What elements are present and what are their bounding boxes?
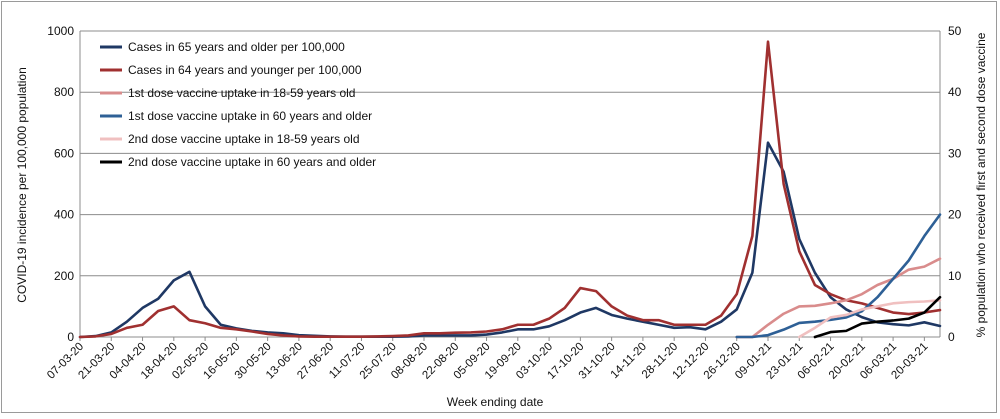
legend: Cases in 65 years and older per 100,000 C… (100, 40, 376, 169)
legend-label-2: Cases in 64 years and younger per 100,00… (128, 63, 362, 77)
series-lines (78, 40, 942, 339)
chart-svg: 020040060080010000102030405007-03-2021-0… (15, 24, 988, 409)
series-line-1 (78, 141, 942, 339)
legend-label-3: 1st dose vaccine uptake in 18-59 years o… (128, 86, 355, 100)
legend-label-5: 2nd dose vaccine uptake in 18-59 years o… (128, 132, 360, 146)
legend-label-1: Cases in 65 years and older per 100,000 (128, 40, 345, 54)
y-tick-label-right: 30 (948, 146, 962, 160)
series-line-6 (813, 295, 942, 339)
series-line-3 (735, 257, 942, 339)
legend-label-6: 2nd dose vaccine uptake in 60 years and … (128, 155, 376, 169)
chart-frame: 0 200 400 600 800 1000 0 10 20 30 40 50 07-03-20 21-0… (1, 1, 997, 413)
y-tick-label-right: 20 (948, 208, 962, 222)
legend-label-4: 1st dose vaccine uptake in 60 years and … (128, 109, 372, 123)
y-tick-label-left: 400 (54, 208, 74, 222)
y-tick-label-left: 0 (67, 330, 74, 344)
y-axis-label-right: % population who received first and seco… (974, 32, 988, 337)
series-line-2 (78, 40, 942, 339)
y-tick-label-left: 1000 (47, 24, 74, 38)
y-tick-label-right: 40 (948, 85, 962, 99)
y-tick-label-right: 10 (948, 269, 962, 283)
y-tick-label-right: 50 (948, 24, 962, 38)
series-line-5 (797, 298, 942, 339)
y-tick-label-left: 800 (54, 85, 74, 99)
series-line-4 (735, 213, 942, 339)
y-axis-label-left: COVID-19 incidence per 100,000 populatio… (15, 67, 29, 303)
y-tick-label-right: 0 (948, 330, 955, 344)
y-tick-label-left: 200 (54, 269, 74, 283)
x-axis-label: Week ending date (447, 395, 544, 409)
y-tick-label-left: 600 (54, 146, 74, 160)
